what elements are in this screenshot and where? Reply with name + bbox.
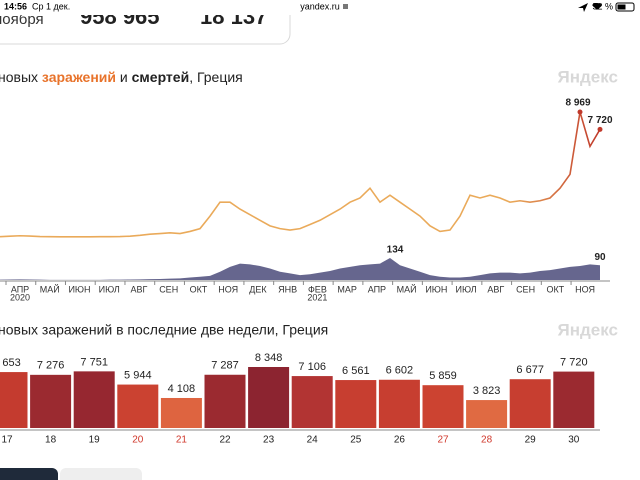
data-label: 7 751	[80, 356, 108, 368]
lock-icon	[343, 4, 348, 9]
bar	[0, 372, 28, 428]
data-label: 134	[387, 245, 404, 256]
data-label: 7 653	[0, 357, 21, 369]
data-label: 4 108	[168, 383, 196, 395]
x-tick-label: МАР	[337, 284, 357, 294]
x-tick-label: 24	[307, 435, 319, 446]
data-label: 7 287	[211, 360, 239, 372]
x-tick-label: ИЮЛ	[99, 284, 120, 294]
watermark: Яндекс	[558, 320, 618, 339]
chart-title: новых заражений и смертей, Греция	[0, 69, 243, 85]
x-tick-label: 19	[89, 435, 101, 446]
status-battery: 52 %	[592, 1, 613, 11]
x-tick-label: АПР	[368, 284, 386, 294]
x-tick-label: АВГ	[131, 284, 148, 294]
status-time: 14:56	[4, 1, 27, 11]
wifi-icon	[592, 3, 602, 10]
data-label: 7 720	[560, 356, 588, 368]
bar	[335, 380, 377, 428]
x-tick-label: 28	[481, 435, 493, 446]
battery-level	[617, 4, 626, 10]
data-label: 6 677	[516, 364, 544, 376]
tab-active[interactable]	[0, 468, 58, 480]
watermark: Яндекс	[558, 67, 618, 86]
x-tick-label: ИЮЛ	[456, 284, 477, 294]
x-tick-label: СЕН	[159, 284, 178, 294]
year-label: 2021	[307, 292, 327, 302]
x-tick-label: 23	[263, 435, 275, 446]
x-tick-label: НОЯ	[218, 284, 238, 294]
title-part: новых	[0, 69, 42, 85]
bar	[291, 376, 333, 428]
data-label: 6 561	[342, 365, 370, 377]
data-label: 8 969	[565, 98, 590, 109]
x-tick-label: ДЕК	[249, 284, 267, 294]
data-label: 8 348	[255, 352, 283, 364]
x-tick-label: 18	[45, 435, 57, 446]
cases-line	[0, 111, 601, 238]
x-tick-label: ОКТ	[190, 284, 208, 294]
bar	[30, 374, 72, 428]
x-tick-label: 27	[437, 435, 449, 446]
peak-dot	[577, 109, 583, 115]
data-label: 5 944	[124, 369, 152, 381]
status-url[interactable]: yandex.ru	[300, 1, 340, 11]
x-tick-label: ЯНВ	[278, 284, 297, 294]
title-part: , Греция	[189, 69, 243, 85]
bar	[73, 371, 115, 428]
x-tick-label: ИЮН	[425, 284, 447, 294]
status-bar	[0, 0, 640, 15]
data-label: 90	[594, 252, 606, 263]
bar	[553, 371, 595, 428]
data-label: 5 859	[429, 370, 457, 382]
x-tick-label: 25	[350, 435, 362, 446]
data-label: 6 602	[386, 365, 414, 377]
location-icon	[578, 3, 588, 12]
title-cases: заражений	[42, 69, 116, 85]
x-tick-label: ОКТ	[546, 284, 564, 294]
x-tick-label: 21	[176, 435, 188, 446]
status-date: Ср 1 дек.	[32, 1, 70, 11]
x-tick-label: МАЙ	[40, 283, 60, 294]
x-tick-label: 26	[394, 435, 406, 446]
deaths-area	[0, 258, 600, 280]
x-tick-label: ФЕВ	[308, 284, 327, 294]
tab[interactable]	[60, 468, 142, 480]
x-tick-label: АВГ	[487, 284, 504, 294]
bar	[248, 367, 290, 428]
title-deaths: смертей	[132, 69, 190, 85]
x-tick-label: НОЯ	[575, 284, 595, 294]
x-tick-label: 29	[525, 435, 537, 446]
data-label: 3 823	[473, 385, 501, 397]
x-tick-label: МАЙ	[397, 283, 417, 294]
x-tick-label: СЕН	[516, 284, 535, 294]
x-tick-label: 30	[568, 435, 580, 446]
peak-dot	[597, 126, 603, 132]
bar	[422, 385, 464, 428]
data-label: 7 276	[37, 360, 65, 372]
summary-label: ноября	[0, 11, 44, 28]
title-part: и	[116, 69, 132, 85]
bar	[466, 400, 508, 428]
bar	[117, 384, 159, 428]
data-label: 7 720	[587, 115, 612, 126]
x-tick-label: 17	[1, 435, 13, 446]
x-tick-label: АПР	[11, 284, 29, 294]
data-label: 7 106	[298, 361, 326, 373]
battery-icon	[615, 2, 635, 12]
bar	[509, 379, 551, 428]
bar	[160, 397, 202, 428]
x-tick-label: 22	[219, 435, 231, 446]
year-label: 2020	[10, 292, 30, 302]
x-tick-label: 20	[132, 435, 144, 446]
bar	[204, 374, 246, 428]
chart-title: новых заражений в последние две недели, …	[0, 322, 328, 338]
x-tick-label: ИЮН	[68, 284, 90, 294]
bar	[378, 379, 420, 428]
